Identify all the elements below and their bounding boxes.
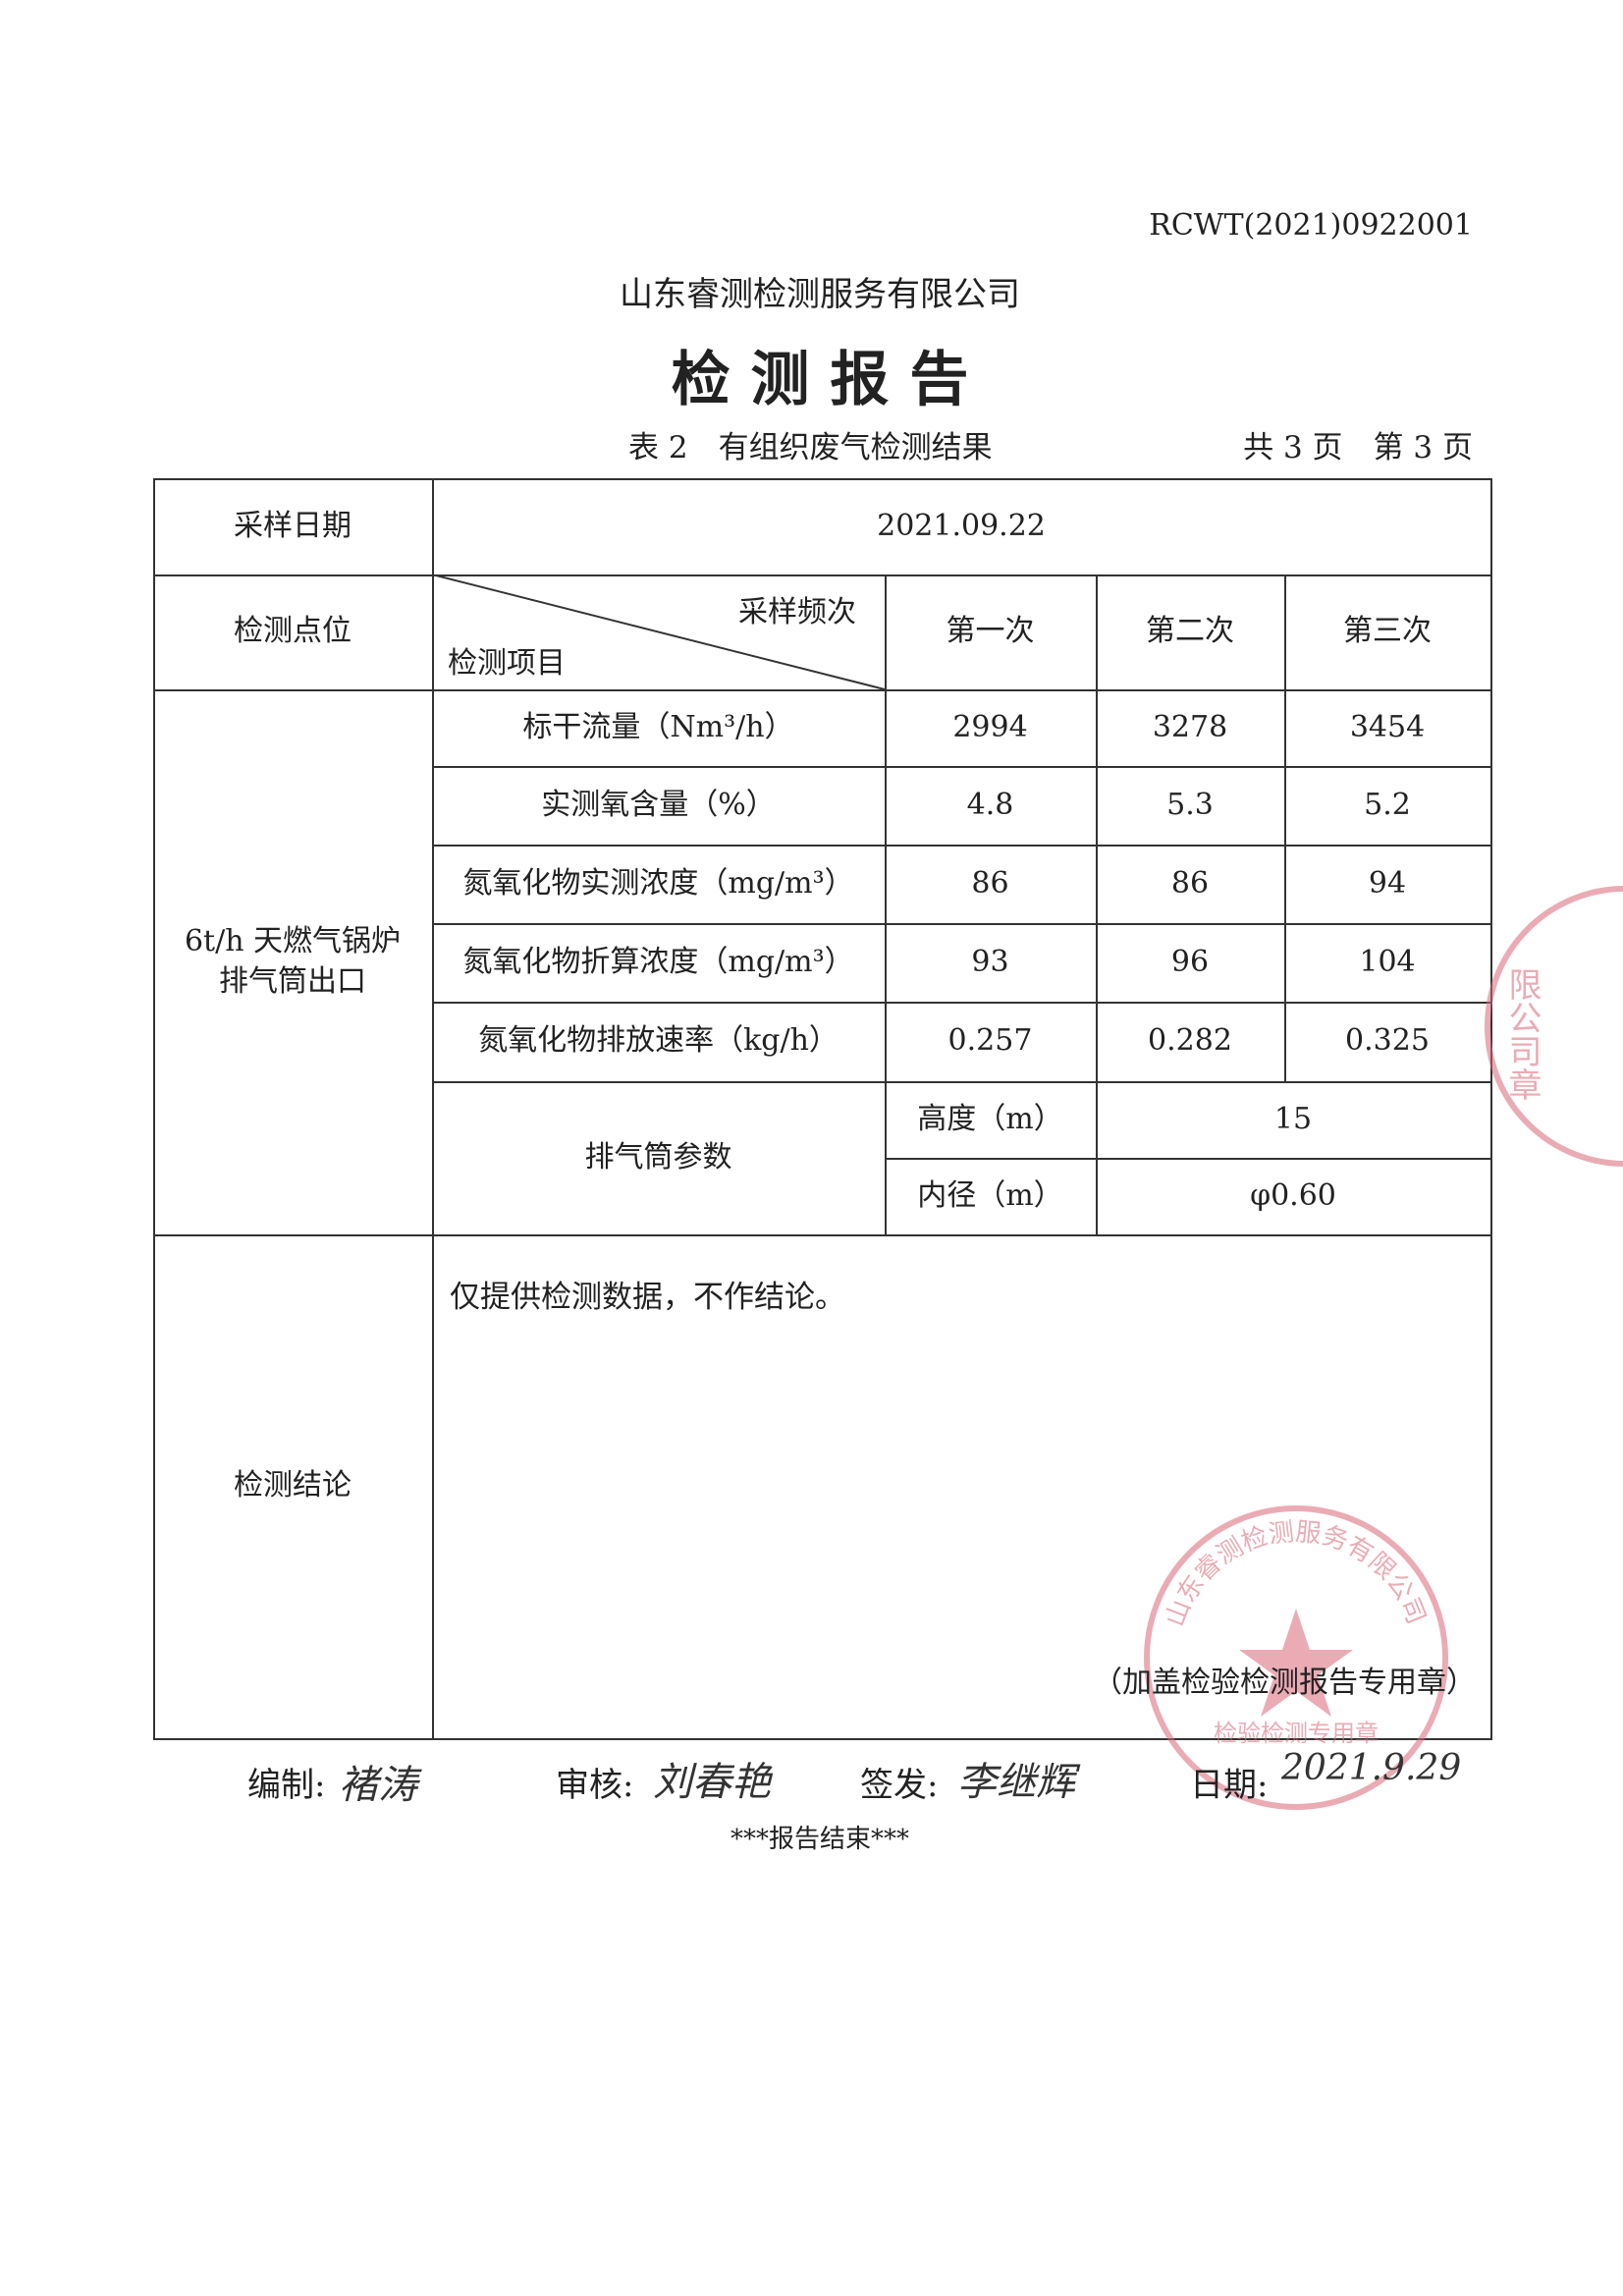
edge-seal: 限公司章 <box>1485 886 1623 1167</box>
reviewed-label: 审核: <box>556 1766 634 1805</box>
point-name-line2: 排气筒出口 <box>219 963 366 999</box>
reviewed-signature: 刘春艳 <box>653 1760 771 1805</box>
item-name: 氮氧化物实测浓度（mg/m³） <box>462 865 854 901</box>
result-value: 5.2 <box>1364 787 1411 822</box>
result-value: 0.282 <box>1148 1023 1232 1059</box>
item-name: 实测氧含量（%） <box>541 787 776 822</box>
freq-label: 采样频次 <box>738 595 856 629</box>
point-name-line1: 6t/h 天燃气锅炉 <box>184 924 402 958</box>
issued-signature: 李继辉 <box>957 1760 1075 1805</box>
result-value: 0.257 <box>947 1023 1033 1059</box>
result-value: 86 <box>971 865 1009 901</box>
item-name: 氮氧化物折算浓度（mg/m³） <box>462 944 854 979</box>
table-caption: 表 2 有组织废气检测结果 <box>628 430 993 465</box>
date-label: 日期: <box>1190 1766 1269 1805</box>
result-value: 104 <box>1359 944 1416 979</box>
seal-note: （加盖检验检测报告专用章） <box>1093 1666 1476 1700</box>
date-signature: 2021.9.29 <box>1281 1748 1462 1788</box>
stack-diameter-label: 内径（m） <box>917 1177 1063 1213</box>
sampling-date: 2021.09.22 <box>877 508 1046 543</box>
stack-diameter: φ0.60 <box>1250 1177 1336 1213</box>
stack-height-label: 高度（m） <box>917 1101 1063 1136</box>
result-value: 2994 <box>952 709 1028 744</box>
company-name: 山东睿测检测服务有限公司 <box>620 275 1020 314</box>
result-value: 94 <box>1368 865 1407 901</box>
compiled-signature: 褚涛 <box>339 1763 417 1808</box>
stack-height: 15 <box>1273 1101 1313 1136</box>
run-header-2: 第二次 <box>1146 614 1234 649</box>
edge-seal-text: 限公司章 <box>1502 967 1542 1101</box>
compiled-label: 编制: <box>247 1766 326 1805</box>
conclusion-text: 仅提供检测数据，不作结论。 <box>450 1280 845 1315</box>
result-value: 5.3 <box>1166 787 1214 822</box>
report-title: 检 测 报 告 <box>671 346 969 414</box>
run-header-1: 第一次 <box>946 614 1035 649</box>
conclusion-label: 检测结论 <box>234 1468 352 1503</box>
item-name: 标干流量（Nm³/h） <box>522 709 794 744</box>
seal-sub-text: 检验检测专用章 <box>1214 1720 1379 1747</box>
result-value: 4.8 <box>966 787 1014 822</box>
stack-label: 排气筒参数 <box>584 1139 732 1175</box>
result-value: 93 <box>971 944 1009 979</box>
point-label: 检测点位 <box>234 614 352 649</box>
result-value: 0.325 <box>1345 1023 1430 1059</box>
page-info: 共 3 页 第 3 页 <box>1243 430 1473 465</box>
result-value: 86 <box>1170 865 1210 901</box>
report-number: RCWT(2021)0922001 <box>1149 208 1473 243</box>
company-seal: 山东睿测检测服务有限公司 检验检测专用章 <box>1144 1505 1448 1810</box>
item-label: 检测项目 <box>448 646 566 681</box>
point-name: 6t/h 天燃气锅炉 排气筒出口 <box>153 689 432 1234</box>
run-header-3: 第三次 <box>1343 614 1432 649</box>
result-value: 96 <box>1170 944 1210 979</box>
report-end: ***报告结束*** <box>730 1825 909 1854</box>
item-name: 氮氧化物排放速率（kg/h） <box>478 1023 839 1059</box>
diagonal-header-line <box>432 574 885 689</box>
issued-label: 签发: <box>860 1766 939 1805</box>
result-value: 3278 <box>1152 709 1228 744</box>
sampling-date-label: 采样日期 <box>234 508 352 543</box>
result-value: 3454 <box>1349 709 1426 744</box>
